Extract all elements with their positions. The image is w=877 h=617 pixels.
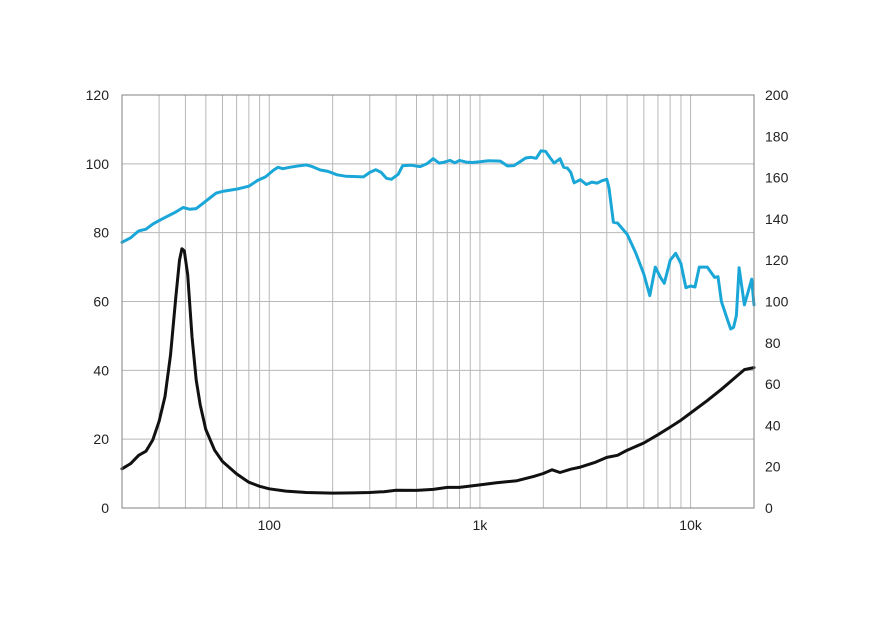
x-tick-label: 1k bbox=[473, 517, 489, 533]
series-layer bbox=[120, 149, 756, 495]
spl-series-line bbox=[120, 149, 756, 331]
x-tick-label: 10k bbox=[679, 517, 703, 533]
axis-labels: 0 20 40 60 80 100 120 0 20 40 60 80 100 120 140 160 180 2… bbox=[86, 87, 789, 533]
y2-tick-label: 80 bbox=[765, 335, 781, 351]
plot-frame bbox=[121, 94, 755, 509]
y-tick-label: 60 bbox=[93, 294, 109, 310]
grid bbox=[122, 95, 754, 508]
y2-tick-label: 40 bbox=[765, 417, 781, 433]
y-tick-label: 20 bbox=[93, 431, 109, 447]
y-tick-label: 40 bbox=[93, 362, 109, 378]
y2-tick-label: 140 bbox=[765, 211, 789, 227]
x-tick-label: 100 bbox=[258, 517, 282, 533]
y-tick-label: 0 bbox=[101, 500, 109, 516]
y2-tick-label: 180 bbox=[765, 128, 789, 144]
impedance-series-line bbox=[120, 247, 756, 495]
y2-tick-label: 0 bbox=[765, 500, 773, 516]
y2-tick-label: 200 bbox=[765, 87, 789, 103]
y2-tick-label: 100 bbox=[765, 294, 789, 310]
y2-tick-label: 160 bbox=[765, 170, 789, 186]
y-tick-label: 100 bbox=[86, 156, 110, 172]
y2-tick-label: 120 bbox=[765, 252, 789, 268]
y2-tick-label: 20 bbox=[765, 459, 781, 475]
y2-tick-label: 60 bbox=[765, 376, 781, 392]
y-tick-label: 120 bbox=[86, 87, 110, 103]
y-tick-label: 80 bbox=[93, 225, 109, 241]
